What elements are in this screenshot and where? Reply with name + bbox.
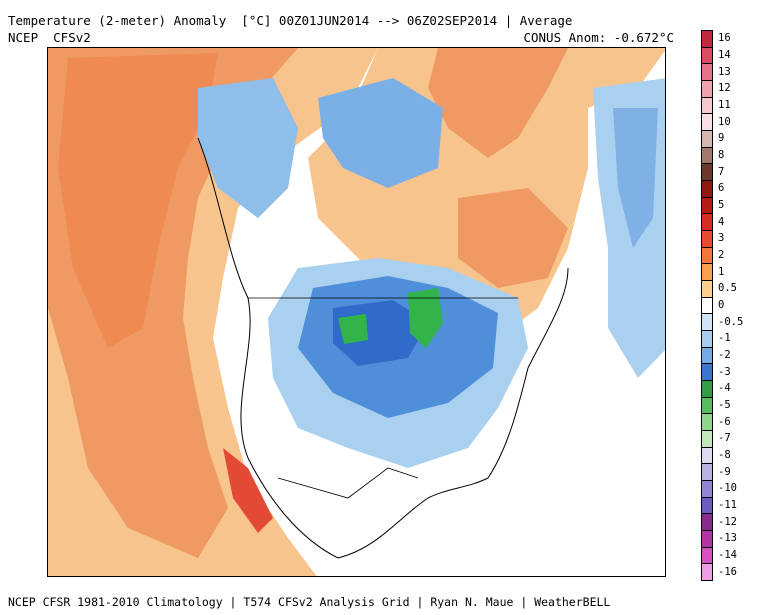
legend-swatch: [701, 480, 713, 498]
legend-swatch: [701, 146, 713, 165]
strong-warm-region-gulf-of-alaska: [58, 53, 218, 348]
legend-label: -8: [718, 449, 731, 461]
legend-label: 5: [718, 199, 725, 211]
legend-swatch: [701, 396, 713, 415]
hot-region-baja: [223, 448, 273, 533]
legend-label: 7: [718, 165, 725, 178]
legend-swatch: [701, 196, 713, 215]
legend-label: -9: [718, 465, 731, 478]
legend-swatch: [701, 430, 713, 448]
green-anomaly-patch-south-dakota: [338, 314, 368, 344]
legend-label: 0: [718, 299, 725, 311]
legend-swatch: [701, 280, 713, 298]
legend-label: -6: [718, 415, 731, 428]
legend-swatch: [701, 63, 713, 81]
legend-label: -13: [718, 532, 737, 545]
color-scale-legend: 16 14 13 12 11 10 9 8 7 6 5 4 3 2 1 0.5 0 -0.5 -1 -2 -3 -4 -5 -…: [701, 30, 767, 581]
strong-warm-region-greenland: [428, 48, 568, 158]
legend-label: -16: [718, 565, 737, 578]
legend-swatch: [701, 313, 713, 331]
legend-swatch: [701, 496, 713, 515]
legend-swatch: [701, 263, 713, 281]
legend-label: -12: [718, 515, 737, 528]
legend-swatch: [701, 330, 713, 348]
legend-swatch: [701, 180, 713, 198]
anomaly-map-canvas: [48, 48, 665, 576]
legend-label: -11: [718, 499, 737, 511]
legend-swatch: [701, 96, 713, 115]
west-coastline: [197, 137, 339, 559]
legend-label: 10: [718, 115, 731, 128]
legend-label: 4: [718, 215, 725, 228]
legend-swatch: [701, 346, 713, 365]
legend-label: 13: [718, 65, 731, 78]
legend-label: 11: [718, 99, 731, 111]
legend-swatch: [701, 530, 713, 548]
legend-label: 0.5: [718, 282, 737, 295]
legend-label: 6: [718, 182, 725, 195]
legend-swatch: [701, 413, 713, 431]
legend-swatch: [701, 563, 713, 581]
legend-label: -1: [718, 332, 731, 345]
conus-anomaly-value: CONUS Anom: -0.672°C: [523, 30, 674, 45]
legend-label: -14: [718, 549, 737, 561]
legend-label: 14: [718, 49, 731, 61]
legend-swatch: [701, 230, 713, 248]
legend-label: 8: [718, 149, 725, 161]
green-anomaly-patch-great-lakes: [408, 288, 443, 348]
legend-swatch: [701, 246, 713, 265]
model-label: NCEP CFSv2: [8, 30, 91, 45]
legend-label: 9: [718, 132, 725, 145]
legend-swatch: [701, 30, 713, 48]
legend-swatch: [701, 446, 713, 465]
legend-label: -10: [718, 482, 737, 495]
legend-swatch: [701, 213, 713, 231]
legend-label: -2: [718, 349, 731, 361]
legend-swatch: [701, 163, 713, 181]
legend-label: -4: [718, 382, 731, 395]
legend-label: -7: [718, 432, 731, 445]
legend-label: 16: [718, 32, 731, 45]
legend-swatch: [701, 363, 713, 381]
map-title: Temperature (2-meter) Anomaly [°C] 00Z01…: [8, 13, 573, 28]
legend-label: -3: [718, 365, 731, 378]
legend-label: -5: [718, 399, 731, 411]
legend-swatch: [701, 380, 713, 398]
legend-swatch: [701, 80, 713, 98]
legend-label: 1: [718, 265, 725, 278]
legend-swatch: [701, 546, 713, 565]
legend-swatch: [701, 296, 713, 315]
us-mexico-border: [277, 467, 419, 499]
legend-swatch: [701, 513, 713, 531]
strong-warm-region-labrador: [458, 188, 568, 288]
east-coastline: [337, 267, 569, 559]
legend-label: -0.5: [718, 315, 744, 328]
legend-label: 2: [718, 249, 725, 261]
anomaly-map: [47, 47, 666, 577]
legend-label: 12: [718, 82, 731, 95]
cold-anomaly-region-alaska: [198, 78, 298, 218]
colder-anomaly-region-atlantic: [613, 108, 658, 248]
legend-swatch: [701, 113, 713, 131]
legend-swatch: [701, 463, 713, 481]
legend-label: 3: [718, 232, 725, 245]
footer-credit: NCEP CFSR 1981-2010 Climatology | T574 C…: [8, 595, 611, 609]
cold-anomaly-region-arctic-archipelago: [318, 78, 443, 188]
legend-swatch: [701, 46, 713, 65]
legend-swatch: [701, 130, 713, 148]
